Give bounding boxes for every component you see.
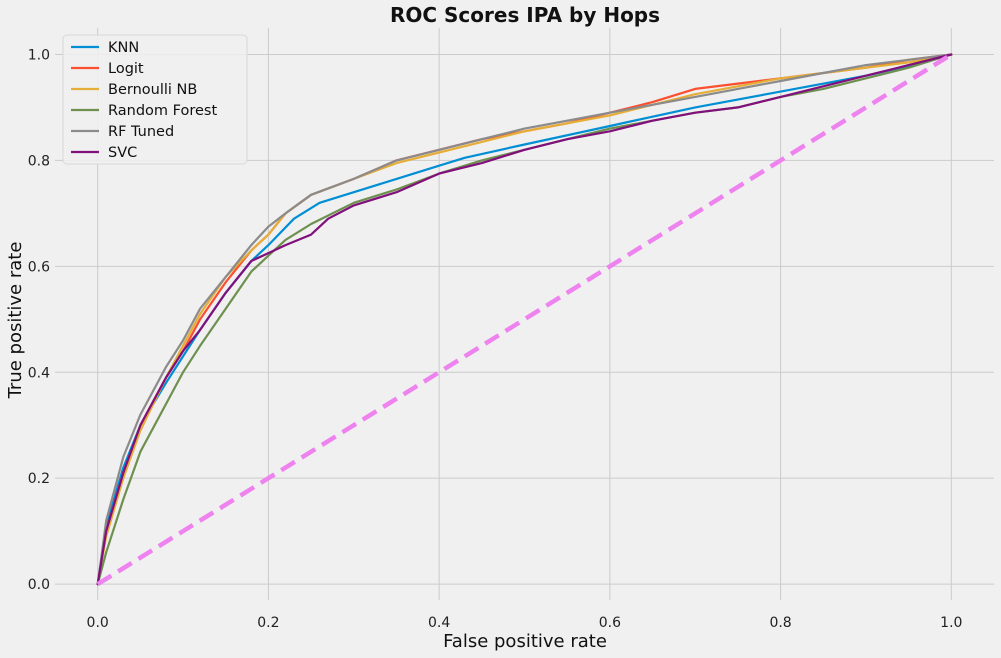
- y-tick-labels: 0.0 0.2 0.4 0.6 0.8 1.0: [28, 47, 50, 593]
- legend-entry-label: Logit: [108, 61, 144, 77]
- legend-box: [62, 34, 248, 165]
- series-lines: [96, 52, 953, 587]
- x-tick-label: 0.6: [599, 615, 621, 631]
- legend-entry-label: KNN: [108, 40, 139, 56]
- x-tick-label: 0.0: [87, 615, 109, 631]
- y-tick-label: 1.0: [28, 47, 50, 63]
- y-tick-label: 0.6: [28, 259, 50, 275]
- y-axis-label: True positive rate: [5, 242, 26, 400]
- legend-entry-label: Random Forest: [108, 103, 217, 119]
- y-tick-label: 0.8: [28, 153, 50, 169]
- y-tick-label: 0.0: [28, 577, 50, 593]
- legend-entry-label: SVC: [108, 145, 137, 161]
- x-axis-label: False positive rate: [443, 631, 607, 652]
- series-line-rf-tuned: [96, 53, 953, 586]
- legend-entry-label: RF Tuned: [108, 124, 174, 140]
- grid-lines: [55, 28, 994, 600]
- x-tick-labels: 0.0 0.2 0.4 0.6 0.8 1.0: [87, 615, 963, 631]
- x-tick-label: 0.2: [257, 615, 279, 631]
- chart-title: ROC Scores IPA by Hops: [390, 3, 660, 27]
- x-tick-label: 0.8: [769, 615, 791, 631]
- x-tick-label: 1.0: [940, 615, 962, 631]
- legend-entry-label: Bernoulli NB: [108, 82, 197, 98]
- x-tick-label: 0.4: [428, 615, 450, 631]
- series-line-svc: [96, 53, 953, 586]
- legend: KNN Logit Bernoulli NB Random Forest RF Tune…: [62, 34, 248, 165]
- y-tick-label: 0.2: [28, 471, 50, 487]
- y-tick-label: 0.4: [28, 365, 50, 381]
